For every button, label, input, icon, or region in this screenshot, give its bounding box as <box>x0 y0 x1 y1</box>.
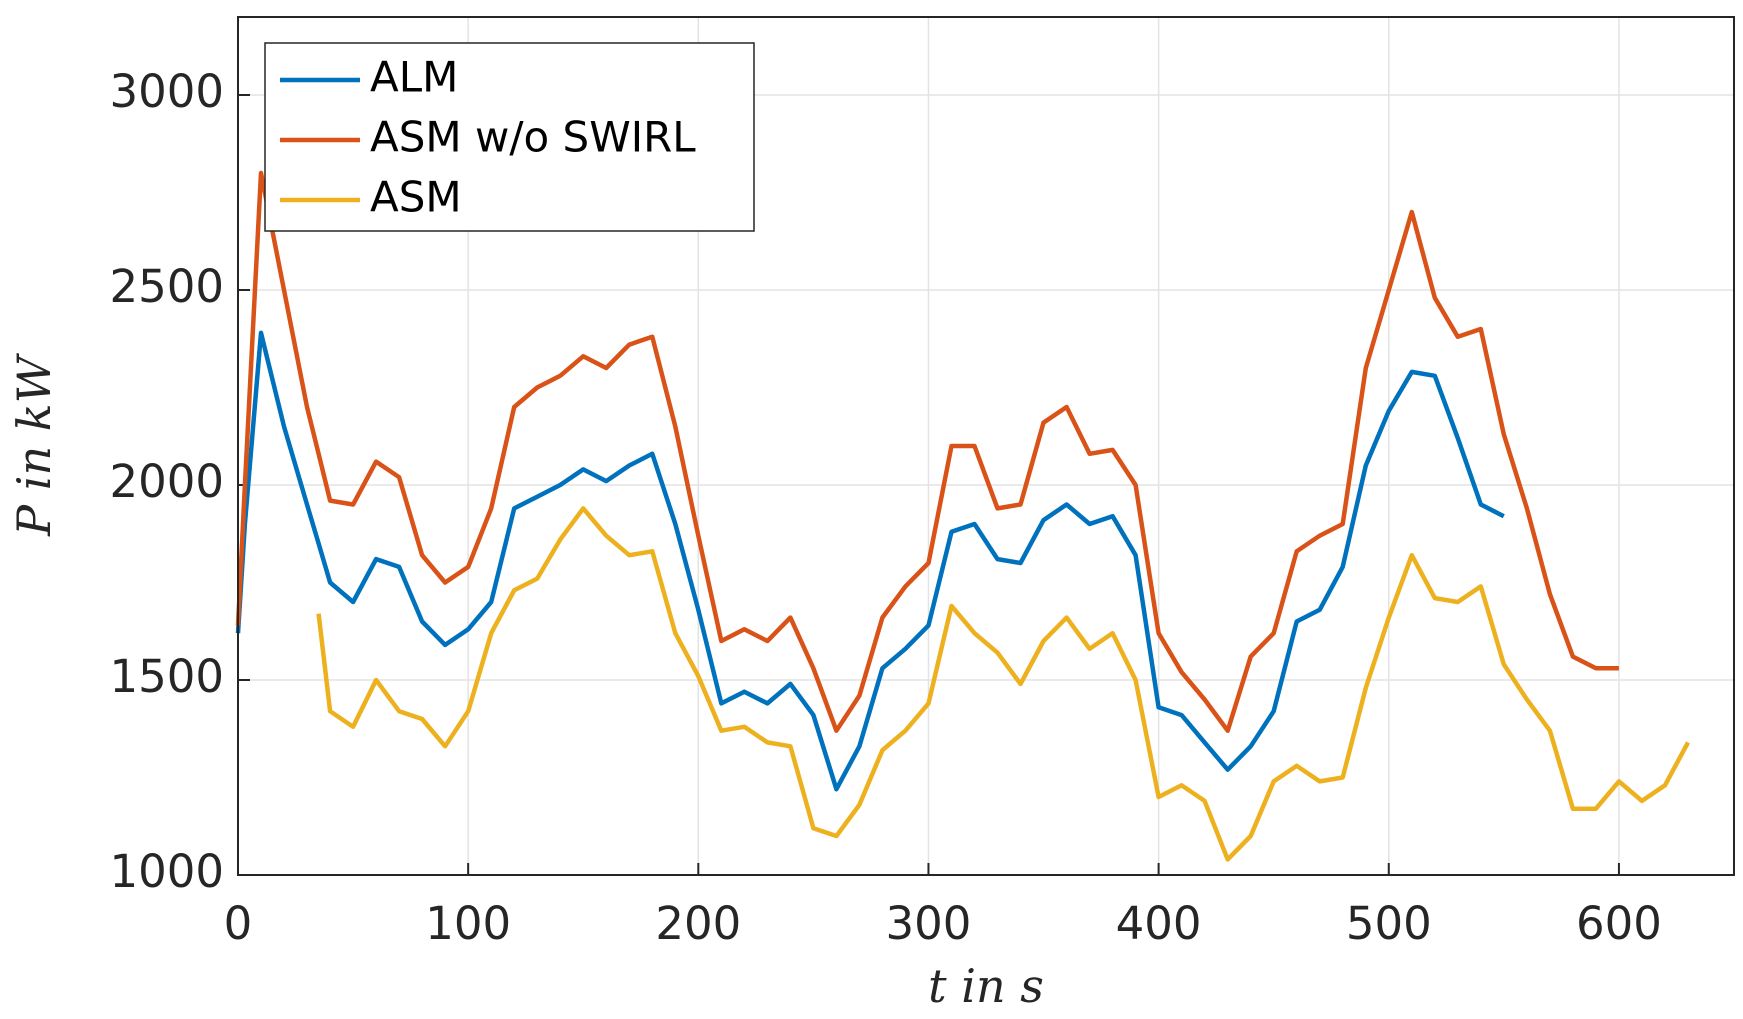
axes-box <box>237 16 1735 876</box>
series-line <box>235 170 1619 733</box>
x-axis-label: t in s <box>928 959 1044 1013</box>
legend-label: ASM <box>370 173 462 222</box>
y-tick-label: 3000 <box>109 65 224 118</box>
x-tick-label: 400 <box>1116 897 1202 950</box>
y-tick-label: 2500 <box>109 260 224 313</box>
y-tick-label: 1000 <box>109 845 224 898</box>
x-tick-label: 500 <box>1346 897 1432 950</box>
legend-label: ASM w/o SWIRL <box>370 113 696 162</box>
y-tick-label: 1500 <box>109 650 224 703</box>
x-tick-label: 100 <box>425 897 511 950</box>
legend-label: ALM <box>370 53 458 102</box>
legend: ALM ASM w/o SWIRL ASM <box>264 42 755 232</box>
x-tick-label: 300 <box>886 897 972 950</box>
lines <box>235 170 1690 862</box>
y-tick-label: 2000 <box>109 455 224 508</box>
series-line <box>316 506 1690 862</box>
x-tick-label: 200 <box>655 897 741 950</box>
series-line <box>235 330 1505 792</box>
x-tick-label: 600 <box>1576 897 1662 950</box>
y-axis-label: P in kW <box>7 352 61 536</box>
x-tick-label: 0 <box>224 897 253 950</box>
